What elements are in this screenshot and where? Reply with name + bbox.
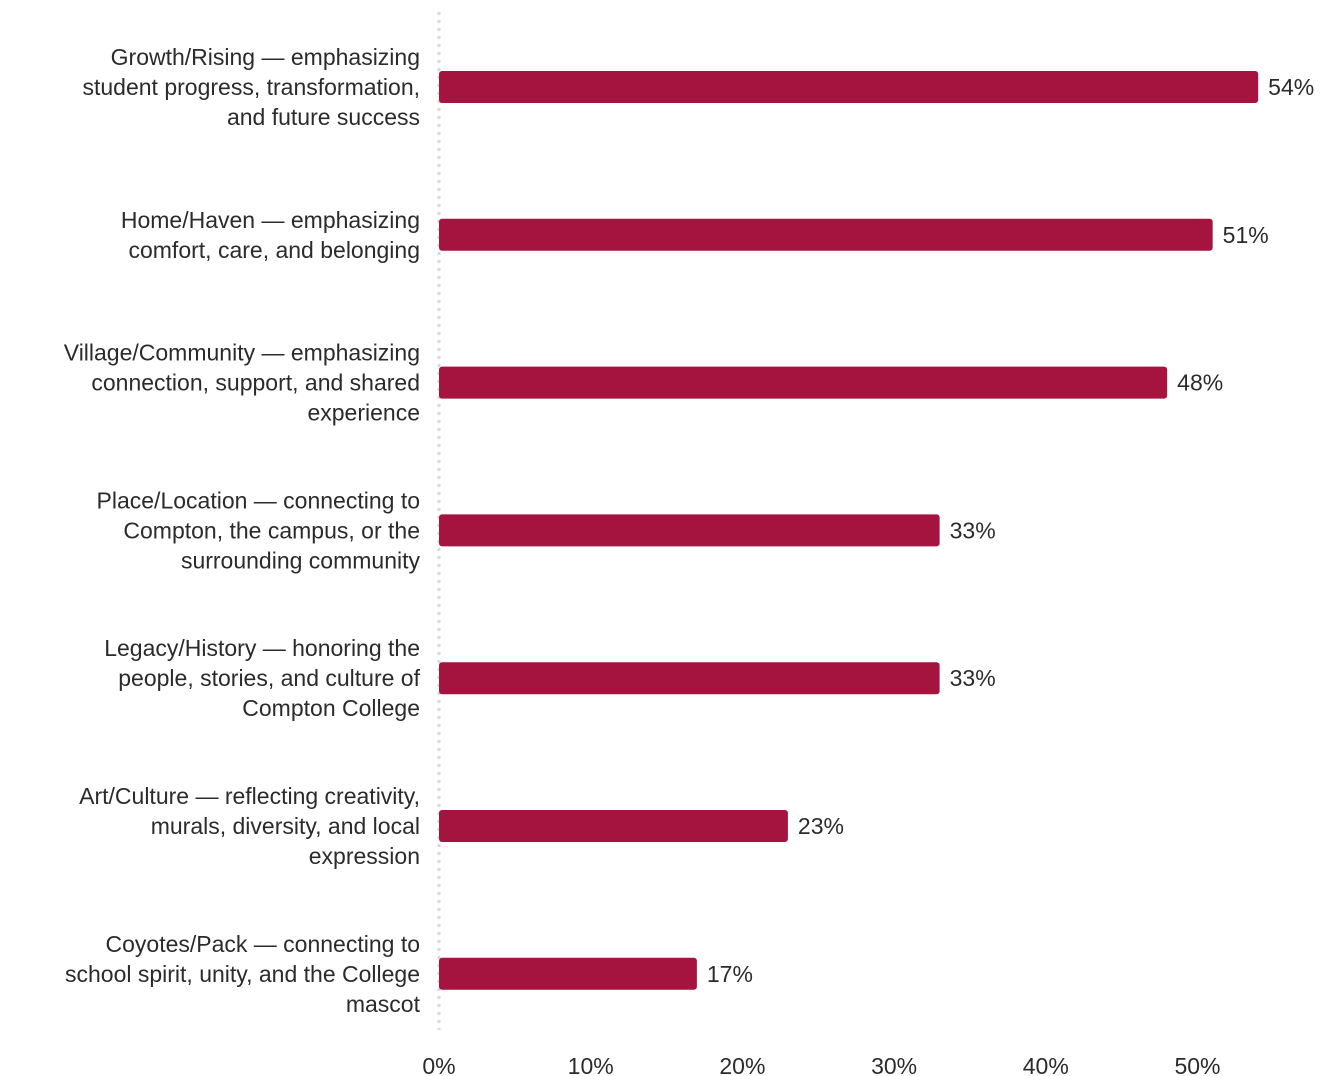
category-label: Coyotes/Pack — connecting to school spiri… bbox=[65, 931, 421, 1017]
bar-value-label: 17% bbox=[707, 961, 753, 987]
category-label: Village/Community — emphasizing connectio… bbox=[64, 340, 420, 426]
category-label-line: and future success bbox=[227, 104, 420, 130]
category-label-line: expression bbox=[309, 843, 420, 869]
bar bbox=[439, 957, 697, 990]
x-tick-label: 50% bbox=[1174, 1053, 1220, 1076]
category-label-line: people, stories, and culture of bbox=[118, 665, 420, 691]
category-label-line: school spirit, unity, and the College bbox=[65, 961, 420, 987]
category-label-line: comfort, care, and belonging bbox=[128, 237, 420, 263]
category-label-line: student progress, transformation, bbox=[83, 74, 421, 100]
category-label-line: Home/Haven — emphasizing bbox=[121, 207, 420, 233]
category-label-line: Legacy/History — honoring the bbox=[104, 635, 420, 661]
x-tick-label: 10% bbox=[568, 1053, 614, 1076]
x-axis-ticks: 0% 10% 20% 30% 40% 50% bbox=[422, 1053, 1220, 1076]
category-labels: Growth/Rising — emphasizing student progr… bbox=[64, 44, 421, 1017]
category-label: Art/Culture — reflecting creativity, mura… bbox=[79, 783, 420, 869]
category-label: Legacy/History — honoring the people, sto… bbox=[104, 635, 420, 721]
category-label-line: Coyotes/Pack — connecting to bbox=[106, 931, 421, 957]
value-labels: 54% 51% 48% 33% 33% 23% 17% bbox=[707, 74, 1314, 987]
bar bbox=[439, 366, 1168, 399]
category-label-line: experience bbox=[307, 400, 420, 426]
bar bbox=[439, 662, 940, 695]
bar-value-label: 33% bbox=[950, 665, 996, 691]
bar bbox=[439, 514, 940, 547]
category-label: Growth/Rising — emphasizing student progr… bbox=[83, 44, 421, 130]
bar-value-label: 48% bbox=[1177, 370, 1223, 396]
category-label-line: connection, support, and shared bbox=[91, 370, 420, 396]
category-label-line: surrounding community bbox=[181, 547, 421, 573]
bar bbox=[439, 218, 1213, 251]
category-label-line: Place/Location — connecting to bbox=[97, 487, 420, 513]
bar-value-label: 33% bbox=[950, 517, 996, 543]
bar-value-label: 51% bbox=[1223, 222, 1269, 248]
category-label-line: Growth/Rising — emphasizing bbox=[111, 44, 420, 70]
bars-layer bbox=[439, 71, 1259, 990]
bar-value-label: 23% bbox=[798, 813, 844, 839]
x-tick-label: 20% bbox=[719, 1053, 765, 1076]
category-label: Home/Haven — emphasizing comfort, care, a… bbox=[121, 207, 420, 263]
x-tick-label: 0% bbox=[422, 1053, 455, 1076]
category-label-line: Village/Community — emphasizing bbox=[64, 340, 420, 366]
category-label-line: mascot bbox=[346, 991, 421, 1017]
bar bbox=[439, 71, 1259, 103]
category-label-line: Compton, the campus, or the bbox=[123, 517, 420, 543]
x-tick-label: 30% bbox=[871, 1053, 917, 1076]
category-label-line: Art/Culture — reflecting creativity, bbox=[79, 783, 420, 809]
category-label: Place/Location — connecting to Compton, t… bbox=[97, 487, 421, 573]
bar bbox=[439, 810, 788, 842]
category-label-line: Compton College bbox=[242, 695, 420, 721]
x-tick-label: 40% bbox=[1023, 1053, 1069, 1076]
category-label-line: murals, diversity, and local bbox=[151, 813, 420, 839]
bar-value-label: 54% bbox=[1268, 74, 1314, 100]
